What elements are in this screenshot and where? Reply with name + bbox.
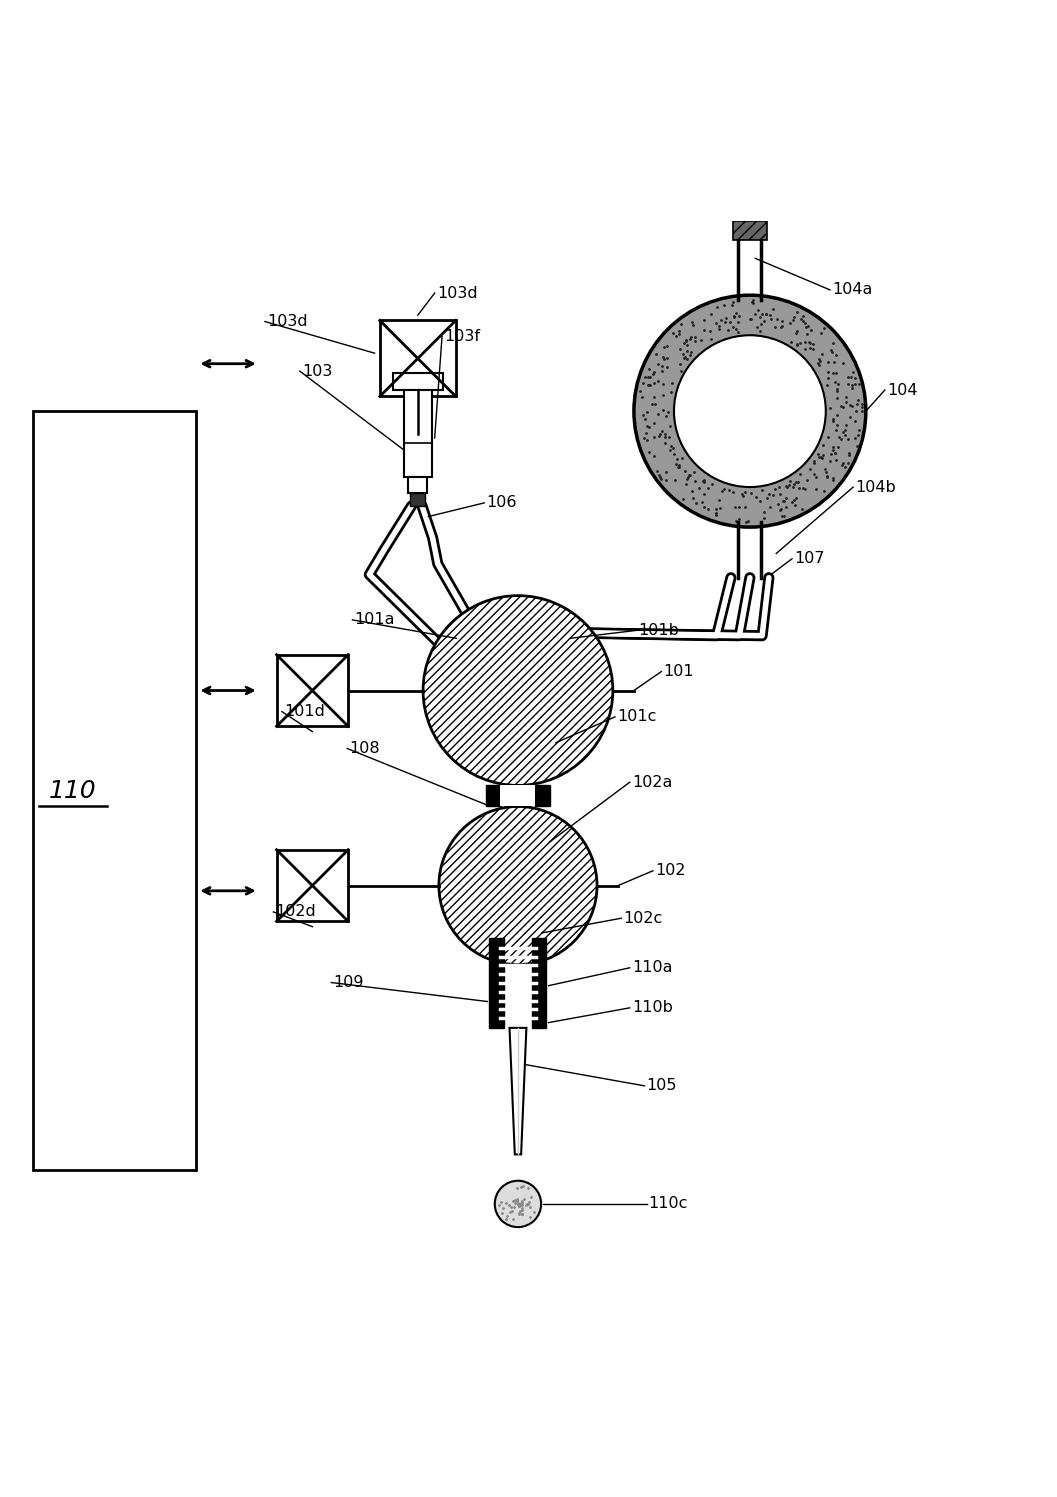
Circle shape xyxy=(634,295,866,527)
Text: 103f: 103f xyxy=(444,329,480,344)
Text: 103d: 103d xyxy=(437,286,478,301)
Text: 107: 107 xyxy=(794,551,824,566)
Text: 102a: 102a xyxy=(632,775,672,790)
Text: 102d: 102d xyxy=(276,904,316,919)
Bar xyxy=(277,654,348,726)
Bar xyxy=(379,320,456,397)
Text: 110b: 110b xyxy=(632,1000,672,1015)
Text: 103: 103 xyxy=(302,364,332,379)
Bar xyxy=(733,222,766,241)
Text: 109: 109 xyxy=(333,975,364,990)
Text: 101: 101 xyxy=(664,665,694,680)
Bar xyxy=(500,786,535,807)
Circle shape xyxy=(423,596,613,786)
Bar xyxy=(486,786,501,807)
Text: 104b: 104b xyxy=(855,479,896,494)
Text: 104a: 104a xyxy=(832,283,872,298)
Text: 104: 104 xyxy=(887,383,917,398)
Text: 110c: 110c xyxy=(649,1196,688,1211)
Text: 102c: 102c xyxy=(624,910,663,925)
Text: 106: 106 xyxy=(486,496,517,510)
Bar xyxy=(410,494,425,506)
Text: 101d: 101d xyxy=(284,704,324,719)
Bar xyxy=(277,850,348,921)
Bar xyxy=(489,939,504,1028)
Bar xyxy=(532,939,546,1028)
Text: 110a: 110a xyxy=(632,960,672,975)
Text: 101b: 101b xyxy=(638,623,679,638)
Text: 108: 108 xyxy=(349,741,379,756)
Circle shape xyxy=(439,807,597,964)
Polygon shape xyxy=(509,1028,526,1154)
Bar xyxy=(408,476,427,494)
Polygon shape xyxy=(688,349,794,461)
Text: 105: 105 xyxy=(647,1078,678,1093)
Text: 101c: 101c xyxy=(617,710,656,725)
Text: 103d: 103d xyxy=(267,314,308,329)
Circle shape xyxy=(674,335,826,487)
Text: 101a: 101a xyxy=(354,612,395,627)
Bar xyxy=(404,391,431,476)
Text: 102: 102 xyxy=(655,864,686,879)
Text: 110: 110 xyxy=(50,778,97,802)
Circle shape xyxy=(495,1181,541,1228)
Bar xyxy=(33,412,197,1171)
Bar xyxy=(535,786,550,807)
Bar xyxy=(392,373,443,391)
